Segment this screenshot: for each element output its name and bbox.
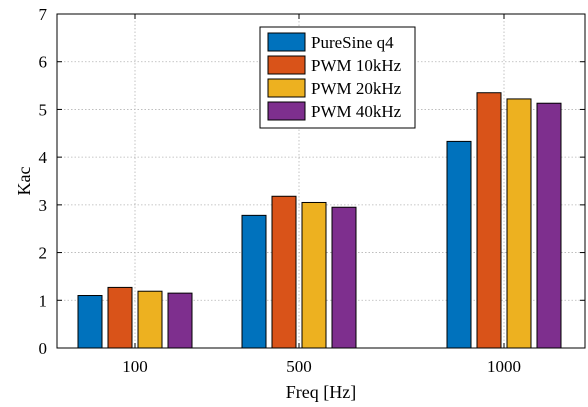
y-tick-label: 6: [39, 53, 48, 72]
x-tick-label: 100: [122, 357, 148, 376]
legend-label: PWM 40kHz: [311, 102, 402, 121]
bar-puresine-q4-100: [77, 295, 103, 349]
legend: PureSine q4 PWM 10kHz PWM 20kHz PWM 40kHz: [259, 26, 416, 129]
bar-puresine-q4-1000: [446, 140, 472, 349]
bar-pwm-40khz-1000: [536, 102, 562, 349]
bar-pwm-40khz-500: [331, 206, 357, 349]
y-tick-label: 4: [39, 148, 48, 167]
legend-swatch: [267, 55, 306, 75]
y-axis-label: Kac: [14, 167, 34, 196]
y-tick-label: 1: [39, 291, 48, 310]
legend-swatch: [267, 78, 306, 98]
y-tick-label: 2: [39, 244, 48, 263]
bar-pwm-20khz-100: [137, 290, 163, 349]
bar-puresine-q4-500: [241, 214, 267, 349]
bar-pwm-20khz-500: [301, 201, 327, 349]
y-tick-label: 0: [39, 339, 48, 358]
x-tick-label: 1000: [487, 357, 521, 376]
legend-swatch: [267, 32, 306, 52]
y-tick-label: 5: [39, 100, 48, 119]
x-tick-label: 500: [286, 357, 312, 376]
legend-label: PureSine q4: [311, 33, 394, 52]
plot-frame: [56, 13, 586, 349]
x-axis-label: Freq [Hz]: [286, 382, 356, 402]
bar-pwm-10khz-500: [271, 195, 297, 349]
y-tick-label: 7: [39, 5, 48, 24]
legend-swatch: [267, 101, 306, 121]
axis-ticks: 0 1 2 3 4 5 6 7 100 500 1000: [39, 5, 585, 376]
bar-pwm-40khz-100: [167, 292, 193, 349]
bars: [77, 92, 562, 349]
bar-pwm-20khz-1000: [506, 98, 532, 349]
legend-label: PWM 10kHz: [311, 56, 402, 75]
bar-pwm-10khz-1000: [476, 92, 502, 349]
legend-label: PWM 20kHz: [311, 79, 402, 98]
y-tick-label: 3: [39, 196, 48, 215]
bar-pwm-10khz-100: [107, 286, 133, 349]
